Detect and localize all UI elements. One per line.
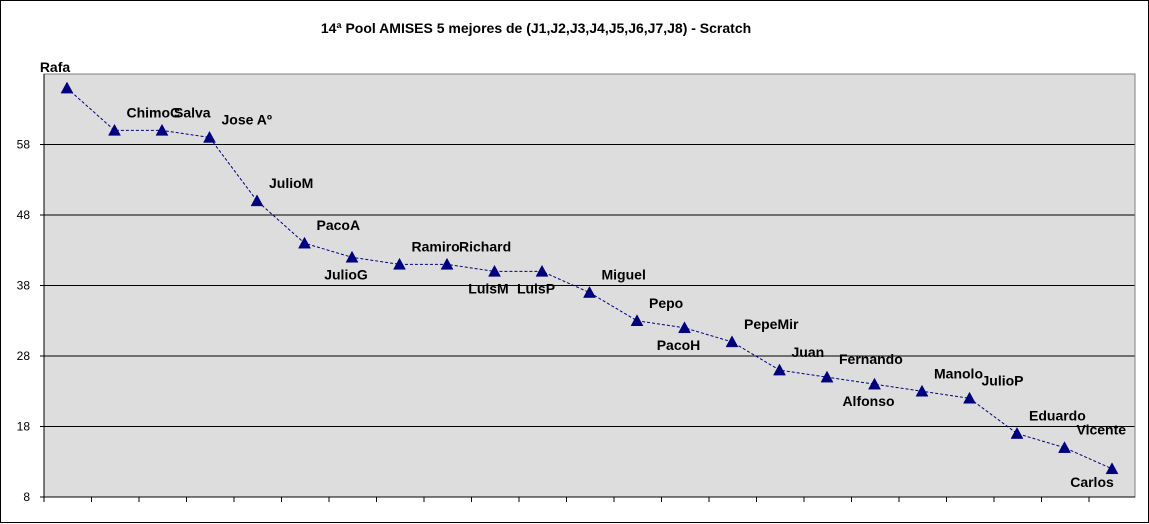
data-point-pepemir [725, 335, 739, 348]
point-label-chimoc: ChimoC [127, 104, 181, 120]
data-point-vicente [1058, 441, 1071, 453]
point-label-juliom: JulioM [269, 175, 313, 191]
data-point-alfonso [868, 377, 881, 390]
y-tick-label-38: 38 [17, 279, 31, 293]
data-point-luisp [535, 264, 549, 277]
point-label-fernando: Fernando [839, 351, 903, 367]
point-label-juliog: JulioG [324, 266, 368, 282]
data-point-rafa [60, 81, 74, 94]
data-point-ramiro [393, 257, 406, 270]
point-label-salva: Salva [174, 104, 211, 120]
y-tick-label-8: 8 [23, 490, 30, 504]
series-line [66, 87, 1113, 470]
data-point-luism [488, 264, 501, 277]
data-point-juan [773, 363, 786, 376]
point-label-luisp: LuisP [517, 280, 555, 296]
data-point-miguel [583, 286, 596, 298]
data-point-pepo [630, 314, 644, 326]
point-label-jose-a-: Jose Aº [222, 111, 273, 127]
y-tick-label-18: 18 [17, 420, 31, 434]
data-point-juliom [250, 194, 264, 207]
point-label-pepo: Pepo [649, 295, 683, 311]
data-point-juliog [345, 250, 359, 263]
point-label-ramiro: Ramiro [412, 238, 460, 254]
data-point-pacoh [678, 321, 691, 334]
point-label-pepemir: PepeMir [744, 316, 799, 332]
data-point-jose-a- [203, 130, 216, 143]
data-point-salva [155, 123, 169, 136]
data-point-pacoa [298, 236, 311, 249]
y-tick-label-28: 28 [17, 349, 31, 363]
point-label-pacoh: PacoH [657, 337, 701, 353]
point-label-pacoa: PacoA [317, 217, 361, 233]
point-label-juan: Juan [792, 344, 825, 360]
point-label-vicente: Vicente [1077, 422, 1127, 438]
data-point-fernando [820, 370, 834, 383]
point-label-rafa: Rafa [40, 59, 71, 75]
point-label-carlos: Carlos [1070, 474, 1114, 490]
point-label-manolo: Manolo [934, 365, 983, 381]
point-label-richard: Richard [459, 238, 511, 254]
point-label-alfonso: Alfonso [842, 393, 894, 409]
data-point-manolo [915, 384, 929, 397]
point-label-eduardo: Eduardo [1029, 408, 1086, 424]
data-point-juliop [963, 391, 976, 404]
data-point-eduardo [1010, 427, 1024, 439]
gridlines [44, 144, 1135, 427]
chart-title: 14ª Pool AMISES 5 mejores de (J1,J2,J3,J… [321, 20, 751, 36]
data-series [60, 81, 1119, 475]
data-point-carlos [1105, 462, 1119, 475]
data-point-richard [440, 257, 454, 270]
point-label-miguel: Miguel [602, 267, 646, 283]
axes: 8 18 28 38 48 58 [17, 73, 1136, 504]
data-point-chimoc [108, 123, 121, 136]
y-tick-label-58: 58 [17, 138, 31, 152]
y-tick-label-48: 48 [17, 208, 31, 222]
point-label-juliop: JulioP [982, 372, 1024, 388]
point-label-luism: LuisM [468, 280, 508, 296]
